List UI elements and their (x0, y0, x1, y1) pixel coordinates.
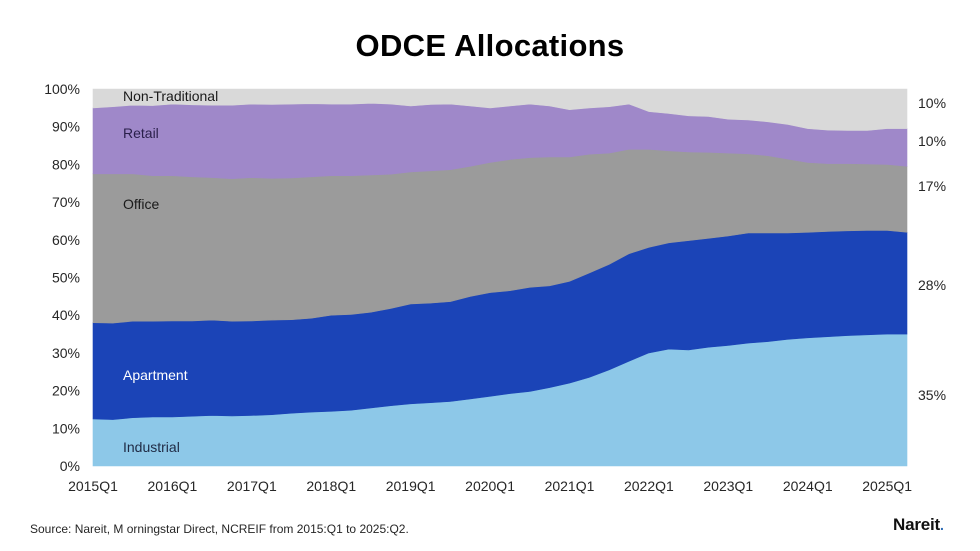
logo-text: Nareit (893, 515, 940, 534)
y-tick-label: 30% (52, 345, 80, 361)
area-layer (92, 88, 908, 467)
logo-dot: . (940, 517, 944, 533)
x-tick-label: 2023Q1 (703, 478, 753, 494)
y-tick-label: 100% (44, 81, 80, 97)
end-label-office: 17% (918, 178, 946, 194)
series-label-apartment: Apartment (123, 367, 188, 383)
x-tick-label: 2017Q1 (227, 478, 277, 494)
nareit-logo: Nareit. (893, 515, 944, 535)
end-label-non-traditional: 10% (918, 95, 946, 111)
series-labels: Industrial Apartment Office Retail Non-Tradi… (123, 88, 218, 455)
end-value-labels: 10% 10% 17% 28% 35% (918, 95, 946, 403)
x-tick-label: 2022Q1 (624, 478, 674, 494)
y-tick-label: 50% (52, 270, 80, 286)
x-tick-label: 2020Q1 (465, 478, 515, 494)
x-axis: 2015Q1 2016Q1 2017Q1 2018Q1 2019Q1 2020Q1 2021… (68, 478, 912, 494)
y-tick-label: 60% (52, 232, 80, 248)
x-tick-label: 2018Q1 (306, 478, 356, 494)
series-label-non-traditional: Non-Traditional (123, 88, 218, 104)
x-tick-label: 2024Q1 (783, 478, 833, 494)
series-label-office: Office (123, 196, 160, 212)
y-tick-label: 90% (52, 119, 80, 135)
x-tick-label: 2025Q1 (862, 478, 912, 494)
x-tick-label: 2016Q1 (148, 478, 198, 494)
y-axis: 0% 10% 20% 30% 40% 50% 60% 70% 80% 90% 100% (44, 81, 80, 474)
chart-title: ODCE Allocations (355, 28, 625, 63)
series-label-industrial: Industrial (123, 439, 180, 455)
y-tick-label: 10% (52, 420, 80, 436)
y-tick-label: 20% (52, 383, 80, 399)
series-label-retail: Retail (123, 125, 159, 141)
area-non-traditional (92, 88, 908, 131)
end-label-apartment: 28% (918, 277, 946, 293)
x-tick-label: 2019Q1 (386, 478, 436, 494)
x-tick-label: 2021Q1 (545, 478, 595, 494)
end-label-industrial: 35% (918, 387, 946, 403)
x-tick-label: 2015Q1 (68, 478, 118, 494)
end-label-retail: 10% (918, 133, 946, 149)
y-tick-label: 40% (52, 307, 80, 323)
y-tick-label: 80% (52, 156, 80, 172)
source-note: Source: Nareit, M orningstar Direct, NCR… (30, 522, 409, 536)
y-tick-label: 0% (60, 458, 80, 474)
y-tick-label: 70% (52, 194, 80, 210)
